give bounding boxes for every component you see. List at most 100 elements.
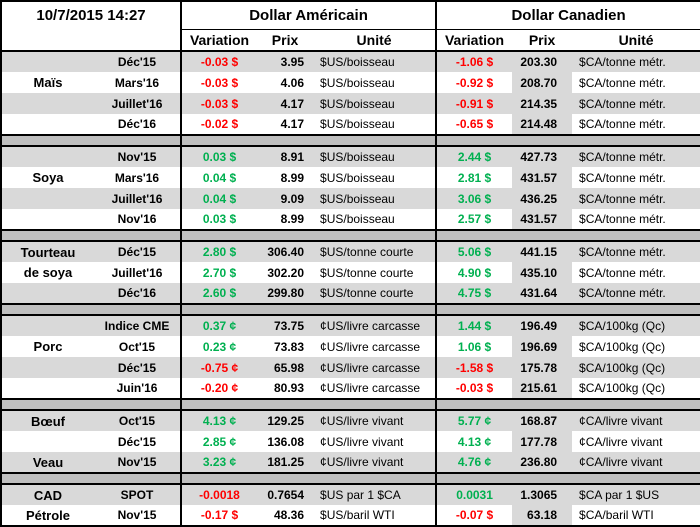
price-ca: 431.64 [512,283,573,304]
price-us: 4.06 [280,75,305,90]
variation-ca: -0.03 $ [455,381,494,395]
variation-ca: 2.44 $ [436,146,513,167]
variation-us: 0.04 $ [202,170,237,185]
variation-us: 0.23 ¢ [202,339,237,354]
table-row: Juillet'16 -0.03 $ 4.17 $US/boisseau -0.… [1,93,700,114]
separator-cell [181,134,438,147]
unit-us: $US par 1 $CA [313,484,438,505]
price-ca: 431.57 [512,209,573,230]
separator-cell [1,472,183,485]
header-row-columns: Variation Prix Unité Variation Prix Unit… [1,29,700,52]
contract-month: Juillet'16 [94,188,183,209]
variation-us: 3.23 ¢ [181,452,258,473]
variation-us: -0.03 $ [181,93,258,114]
price-ca: 177.78 [512,431,573,452]
unit-ca: $CA/tonne métr. [579,170,666,185]
unit-ca: $CA/tonne métr. [579,212,666,226]
table-row: Bœuf Oct'15 4.13 ¢ 129.25 ¢US/livre viva… [1,410,700,431]
contract-month: Indice CME [94,315,183,336]
col-header-unite-ca: Unité [572,29,700,52]
table-header: 10/7/2015 14:27 Dollar Américain Dollar … [1,1,700,52]
price-ca: 63.18 [512,505,573,526]
unit-ca: $CA/tonne métr. [572,146,700,167]
unit-us: $US/boisseau [313,114,438,135]
variation-ca: 5.77 ¢ [436,410,513,431]
variation-ca: 0.0031 [436,484,513,505]
unit-ca: $CA/tonne métr. [572,241,700,262]
variation-ca: 4.13 ¢ [457,434,492,449]
col-header-variation-ca: Variation [436,29,513,52]
variation-us: -0.03 $ [200,75,239,90]
price-us: 8.99 [280,170,305,185]
price-us: 181.25 [257,452,314,473]
contract-month: Déc'16 [94,114,183,135]
contract-month: Oct'15 [94,410,183,431]
commodity-label [1,431,94,452]
unit-ca: $CA/100kg (Qc) [579,381,666,395]
price-us: 9.09 [257,188,314,209]
variation-ca: 3.06 $ [436,188,513,209]
separator-cell [181,398,438,411]
variation-us: -0.20 ¢ [200,381,239,395]
variation-ca: 4.75 $ [436,283,513,304]
variation-us: 4.13 ¢ [181,410,258,431]
price-ca: 208.70 [512,72,573,93]
price-ca: 196.49 [512,315,573,336]
unit-ca: $CA/100kg (Qc) [572,315,700,336]
unit-ca: $CA/baril WTI [579,508,654,522]
variation-ca: 4.90 $ [457,265,492,280]
variation-us: 0.37 ¢ [181,315,258,336]
table-row: Veau Nov'15 3.23 ¢ 181.25 ¢US/livre viva… [1,452,700,473]
table-row: Nov'16 0.03 $ 8.99 $US/boisseau 2.57 $ 4… [1,209,700,230]
unit-ca: $CA/100kg (Qc) [572,357,700,378]
unit-us: ¢US/livre vivant [313,431,438,452]
unit-us: ¢US/livre carcasse [313,315,438,336]
commodity-label [1,378,94,399]
unit-us: ¢US/livre vivant [313,452,438,473]
price-ca: 431.57 [512,167,573,188]
commodity-label: Maïs [33,75,63,90]
contract-month: SPOT [94,484,183,505]
table-row: Soya Mars'16 0.04 $ 8.99 $US/boisseau 2.… [1,167,700,188]
us-dollar-section-title: Dollar Américain [181,1,438,30]
contract-month: Juin'16 [94,378,183,399]
unit-us: $US/boisseau [313,188,438,209]
variation-us: 0.04 $ [181,188,258,209]
col-header-prix-ca: Prix [512,29,573,52]
commodity-label [1,315,94,336]
price-ca: 168.87 [512,410,573,431]
header-row-titles: 10/7/2015 14:27 Dollar Américain Dollar … [1,1,700,52]
variation-us: -0.03 $ [181,51,258,72]
commodity-label: Soya [32,170,64,185]
table-row: Déc'15 -0.03 $ 3.95 $US/boisseau -1.06 $… [1,51,700,72]
col-header-unite-us: Unité [313,29,438,52]
commodity-label: Veau [1,452,94,473]
unit-us: $US/boisseau [313,146,438,167]
price-us: 3.95 [257,51,314,72]
commodity-label: CAD [1,484,94,505]
contract-month: Mars'16 [94,72,183,93]
unit-us: ¢US/livre vivant [313,410,438,431]
separator-cell [181,229,438,242]
commodity-label [1,93,94,114]
price-ca: 215.61 [512,378,573,399]
table-row: Déc'16 2.60 $ 299.80 $US/tonne courte 4.… [1,283,700,304]
price-us: 302.20 [267,265,305,280]
col-header-variation-us: Variation [181,29,258,52]
unit-ca: $CA/tonne métr. [572,283,700,304]
report-timestamp: 10/7/2015 14:27 [1,1,183,52]
commodity-label: Bœuf [1,410,94,431]
price-ca: 214.35 [512,93,573,114]
unit-us: ¢US/livre carcasse [313,378,438,399]
table-row: Juin'16 -0.20 ¢ 80.93 ¢US/livre carcasse… [1,378,700,399]
ca-dollar-section-title: Dollar Canadien [436,1,700,30]
price-ca: 175.78 [512,357,573,378]
separator-cell [436,472,700,485]
col-header-prix-us: Prix [257,29,314,52]
variation-us: 0.03 $ [202,212,237,226]
unit-us: $US/tonne courte [313,283,438,304]
price-us: 80.93 [273,381,305,395]
table-body: Déc'15 -0.03 $ 3.95 $US/boisseau -1.06 $… [1,51,700,526]
price-ca: 1.3065 [512,484,573,505]
unit-ca: $CA/tonne métr. [572,51,700,72]
